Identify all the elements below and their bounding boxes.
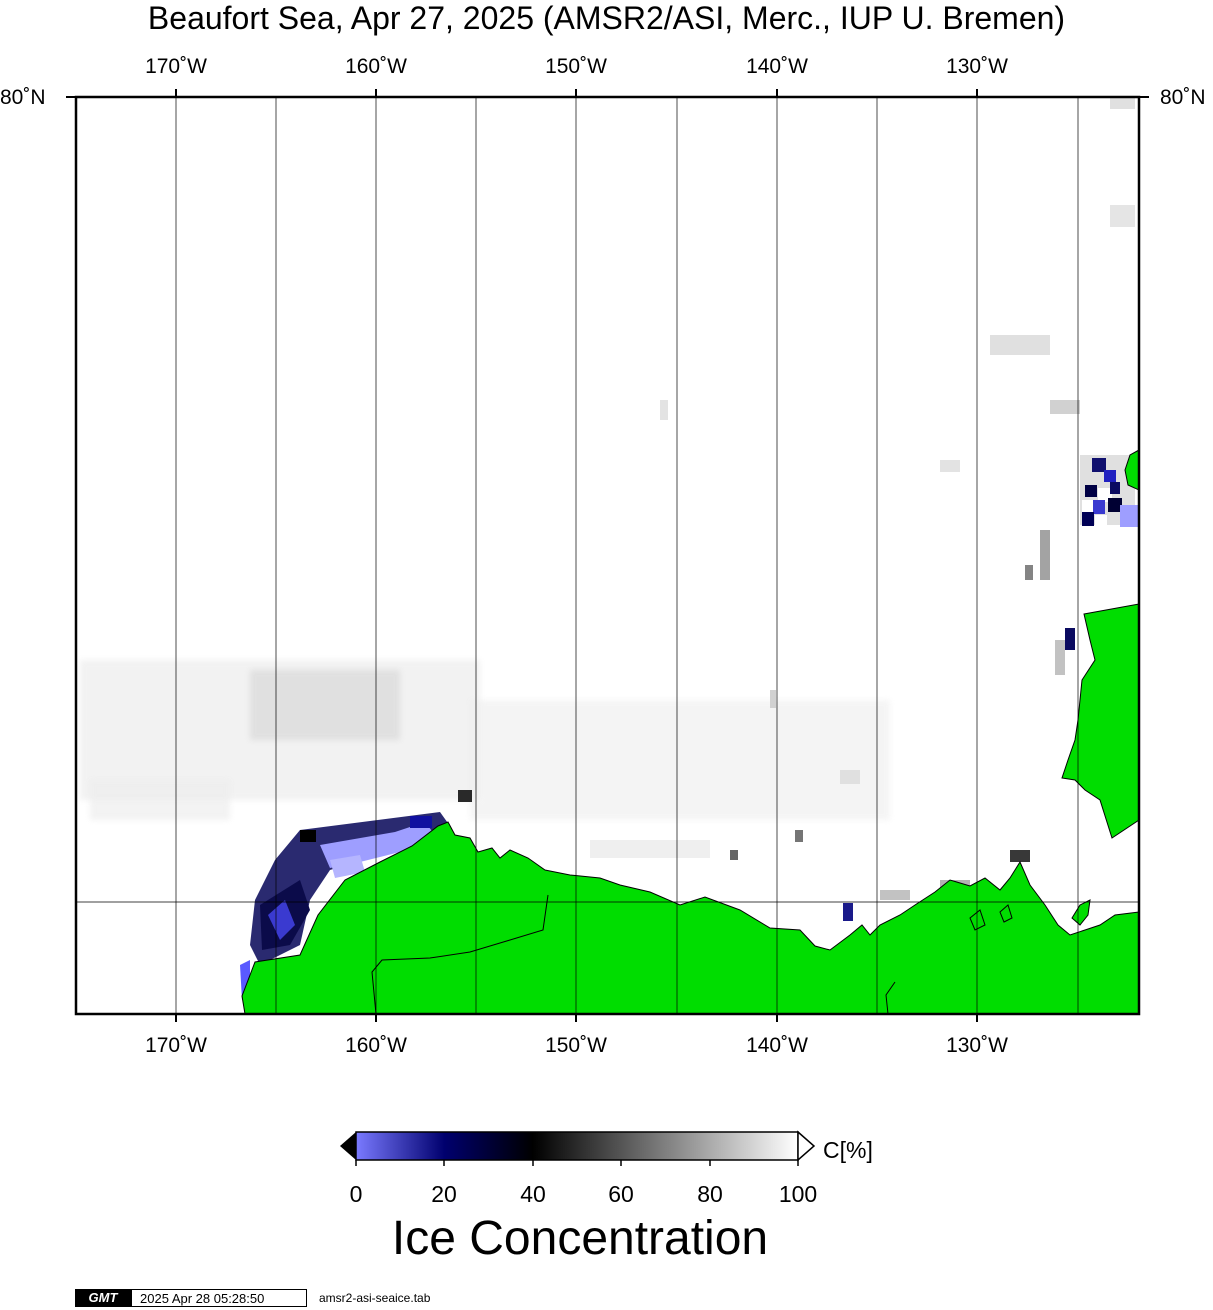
- top-lon-label-150w: 150˚W: [545, 55, 607, 78]
- top-lon-label-170w: 170˚W: [145, 55, 207, 78]
- bottom-lon-label-140w: 140˚W: [746, 1034, 808, 1057]
- coastal-ice-east: [843, 455, 1138, 921]
- colorbar-title: Ice Concentration: [391, 1212, 769, 1265]
- graticule: [76, 97, 1139, 1014]
- colorbar-ticks: [355, 1160, 799, 1166]
- colorbar: [340, 1130, 816, 1166]
- coastal-ice-west: [240, 812, 450, 1014]
- colorbar-unit-label: C[%]: [823, 1137, 873, 1163]
- colorbar-tick-80: 80: [697, 1181, 723, 1207]
- border-line: [371, 894, 549, 1014]
- land-banks-island: [1061, 603, 1139, 839]
- top-lon-label-130w: 130˚W: [946, 55, 1008, 78]
- colorbar-tick-0: 0: [349, 1181, 363, 1207]
- top-lon-label-160w: 160˚W: [345, 55, 407, 78]
- source-filename: amsr2-asi-seaice.tab: [319, 1291, 431, 1305]
- timestamp-box: 2025 Apr 28 05:28:50: [131, 1289, 307, 1307]
- open-water-background: [76, 97, 1139, 1014]
- colorbar-tick-60: 60: [608, 1181, 634, 1207]
- colorbar-gradient: [355, 1131, 799, 1161]
- top-lon-label-140w: 140˚W: [746, 55, 808, 78]
- map-title: Beaufort Sea, Apr 27, 2025 (AMSR2/ASI, M…: [147, 0, 1066, 36]
- colorbar-high-triangle: [797, 1130, 816, 1162]
- colorbar-tick-100: 100: [778, 1181, 818, 1207]
- footer: GMT 2025 Apr 28 05:28:50 amsr2-asi-seaic…: [75, 1288, 430, 1308]
- map-area: [76, 97, 1139, 1014]
- bottom-lon-label-150w: 150˚W: [545, 1034, 607, 1057]
- gmt-logo: GMT: [75, 1289, 131, 1307]
- colorbar-tick-40: 40: [520, 1181, 546, 1207]
- land-alaska-yukon: [241, 821, 1139, 1014]
- colorbar-low-triangle: [340, 1132, 356, 1160]
- right-lat-label-80n: 80˚N: [1160, 86, 1206, 109]
- frame-ticks: [66, 89, 1149, 1022]
- border-line-east: [885, 981, 896, 1014]
- land-north-island: [1124, 449, 1139, 491]
- colorbar-tick-20: 20: [431, 1181, 457, 1207]
- bottom-lon-label-130w: 130˚W: [946, 1034, 1008, 1057]
- left-lat-label-80n: 80˚N: [0, 86, 46, 109]
- bottom-lon-label-160w: 160˚W: [345, 1034, 407, 1057]
- ice-noise-field: [80, 97, 1135, 900]
- bottom-lon-label-170w: 170˚W: [145, 1034, 207, 1057]
- map-frame: [74, 95, 1141, 1016]
